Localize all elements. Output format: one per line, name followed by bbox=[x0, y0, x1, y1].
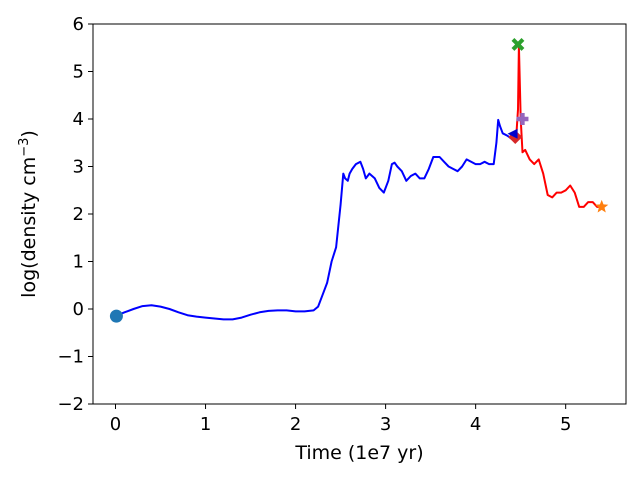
marker-triangle-left bbox=[507, 128, 518, 139]
series-line-2 bbox=[515, 44, 603, 208]
series-line-1 bbox=[114, 118, 520, 321]
y-axis-label-text: log(density cm bbox=[18, 157, 40, 298]
plot-content bbox=[109, 38, 609, 323]
y-axis-label: log(density cm−3) bbox=[17, 130, 41, 298]
y-tick-label: 4 bbox=[73, 109, 84, 130]
y-axis-label-close: ) bbox=[18, 130, 40, 137]
x-tick-label: 4 bbox=[470, 414, 481, 435]
marker-x bbox=[511, 38, 525, 51]
x-axis: 0 1 2 3 4 5 bbox=[110, 404, 571, 435]
x-tick-label: 5 bbox=[560, 414, 571, 435]
x-axis-label: Time (1e7 yr) bbox=[294, 442, 423, 464]
x-tick-label: 2 bbox=[290, 414, 301, 435]
marker-plus bbox=[516, 113, 529, 125]
y-tick-label: −2 bbox=[57, 394, 84, 415]
y-tick-label: 3 bbox=[73, 157, 84, 178]
marker-circle bbox=[109, 309, 123, 323]
marker-star bbox=[595, 199, 609, 213]
x-tick-label: 3 bbox=[380, 414, 391, 435]
y-tick-label: 1 bbox=[73, 252, 84, 273]
y-axis: −2 −1 0 1 2 3 4 5 6 bbox=[57, 14, 93, 415]
y-tick-label: 0 bbox=[73, 299, 84, 320]
y-tick-label: −1 bbox=[57, 347, 84, 368]
y-tick-label: 6 bbox=[73, 14, 84, 35]
y-axis-label-exponent: −3 bbox=[17, 138, 32, 157]
y-tick-label: 5 bbox=[73, 62, 84, 83]
x-tick-label: 1 bbox=[200, 414, 211, 435]
y-tick-label: 2 bbox=[73, 204, 84, 225]
x-tick-label: 0 bbox=[110, 414, 121, 435]
